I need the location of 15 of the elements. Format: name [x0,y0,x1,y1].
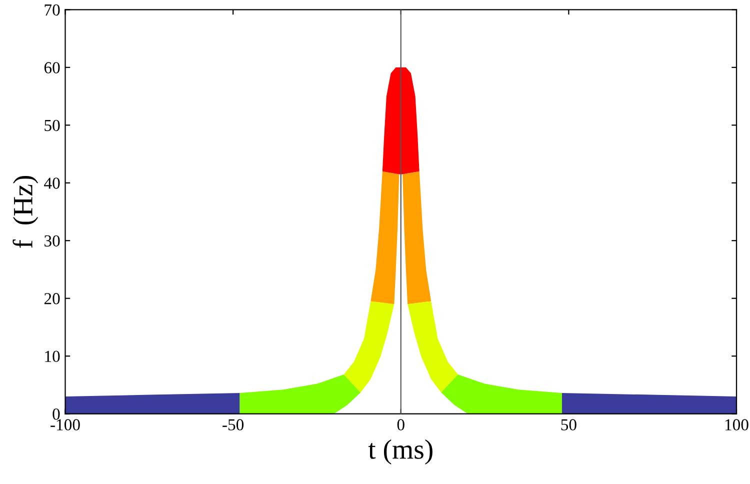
x-tick-label: 0 [397,419,404,430]
x-tick-label: -50 [222,419,244,430]
y-axis-title: f (Hz) [12,176,38,248]
x-tick-label: 50 [561,419,576,430]
y-tick-label: 40 [44,178,60,189]
y-tick-label: 60 [44,62,60,74]
y-tick-label: 20 [44,293,60,304]
y-tick-label: 0 [52,408,60,420]
y-tick-label: 30 [44,235,60,247]
x-tick-label: 100 [725,419,748,430]
x-tick-label: -100 [50,419,80,430]
y-tick-label: 10 [45,350,60,362]
y-tick-label: 70 [44,4,60,16]
y-tick-label: 50 [44,120,60,132]
x-axis-title: t (ms) [368,439,432,465]
